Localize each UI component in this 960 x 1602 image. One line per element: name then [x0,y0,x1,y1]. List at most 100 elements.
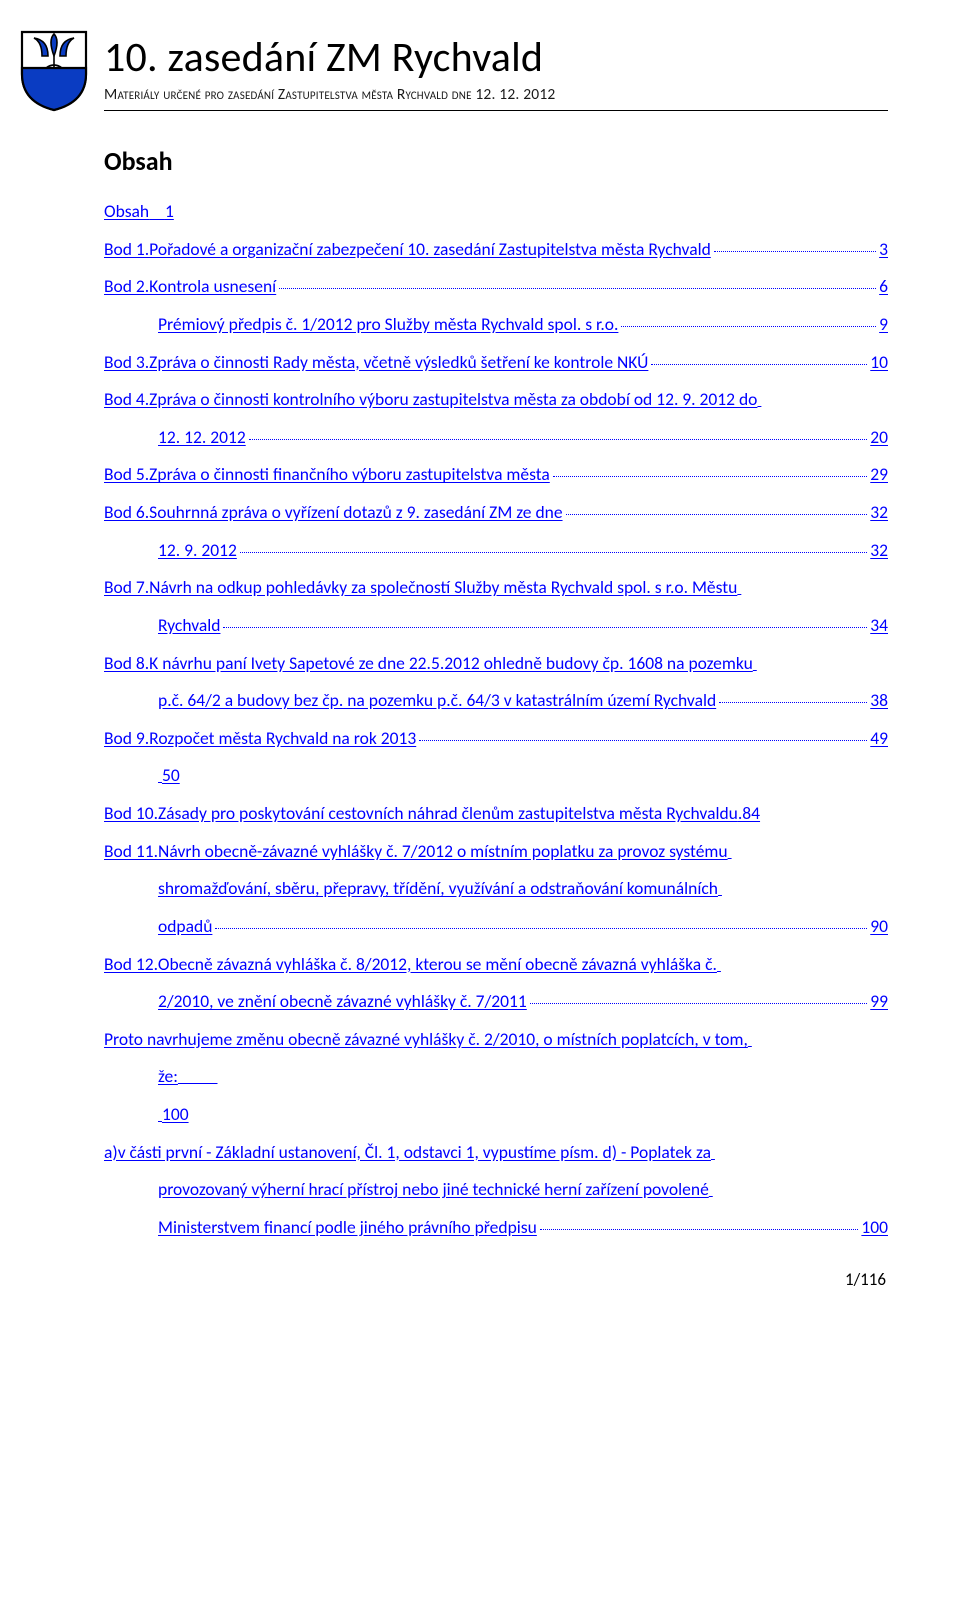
toc-gap [709,1171,713,1209]
toc-entry: Bod 10.Zásady pro poskytování cestovních… [104,795,888,833]
toc-link[interactable]: 2/2010, ve znění obecně závazné vyhlášky… [158,983,527,1021]
toc-page-number[interactable]: 99 [870,983,888,1021]
toc-link[interactable]: Proto navrhujeme změnu obecně závazné vy… [104,1021,748,1059]
dot-leader [714,251,876,252]
toc-entry: Bod 2.Kontrola usnesení 6 [104,268,888,306]
dot-leader [540,1229,859,1230]
toc-entry: a)v části první - Základní ustanovení, Č… [104,1134,888,1172]
toc-gap [748,1021,752,1059]
toc-heading: Obsah [104,145,888,177]
toc-link[interactable]: provozovaný výherní hrací přístroj nebo … [158,1171,709,1209]
toc-entry: 100 [104,1096,888,1134]
toc-entry: Bod 8.K návrhu paní Ivety Sapetové ze dn… [104,645,888,683]
toc-entry: Bod 11.Návrh obecně-závazné vyhlášky č. … [104,833,888,871]
toc-link[interactable]: Bod 6.Souhrnná zpráva o vyřízení dotazů … [104,494,563,532]
dot-leader [530,1003,867,1004]
toc-entry: shromažďování, sběru, přepravy, třídění,… [104,870,888,908]
toc-link[interactable]: a)v části první - Základní ustanovení, Č… [104,1134,711,1172]
toc-link[interactable]: Bod 9.Rozpočet města Rychvald na rok 201… [104,720,416,758]
toc-link[interactable]: odpadů [158,908,212,946]
toc-link[interactable]: Ministerstvem financí podle jiného právn… [158,1209,537,1247]
page-title: 10. zasedání ZM Rychvald [104,32,888,83]
dot-leader [223,627,867,628]
toc-page-number[interactable]: 34 [870,607,888,645]
dot-leader [419,740,867,741]
toc-entry: 50 [104,757,888,795]
toc-link[interactable]: Prémiový předpis č. 1/2012 pro Služby mě… [158,306,618,344]
toc-link[interactable]: Bod 7.Návrh na odkup pohledávky za spole… [104,569,737,607]
toc-gap [737,569,741,607]
dot-leader [621,326,876,327]
toc-entry: 12. 12. 2012 20 [104,419,888,457]
toc-link[interactable]: že: [158,1058,178,1096]
dot-leader [651,364,867,365]
toc-gap [717,946,721,984]
toc-link[interactable]: shromažďování, sběru, přepravy, třídění,… [158,870,718,908]
toc-entry: Bod 7.Návrh na odkup pohledávky za spole… [104,569,888,607]
dot-leader [279,288,876,289]
toc-link[interactable]: 50 [162,757,180,795]
toc-entry: Ministerstvem financí podle jiného právn… [104,1209,888,1247]
dot-leader [215,928,867,929]
toc-gap [711,1134,715,1172]
toc-gap [753,645,757,683]
toc-entry: Bod 3.Zpráva o činnosti Rady města, včet… [104,344,888,382]
toc-link[interactable]: Bod 4.Zpráva o činnosti kontrolního výbo… [104,381,757,419]
toc-link[interactable]: Obsah 1 [104,193,174,231]
toc-page-number[interactable]: 38 [870,682,888,720]
toc-entry: Bod 12.Obecně závazná vyhláška č. 8/2012… [104,946,888,984]
toc-page-number[interactable]: 32 [870,532,888,570]
toc-entry: Proto navrhujeme změnu obecně závazné vy… [104,1021,888,1059]
toc-link[interactable]: Bod 3.Zpráva o činnosti Rady města, včet… [104,344,648,382]
toc-page-number[interactable]: 20 [870,419,888,457]
toc-page-number[interactable]: 3 [879,231,888,269]
toc-entry: Bod 6.Souhrnná zpráva o vyřízení dotazů … [104,494,888,532]
city-crest-icon [18,28,90,114]
dot-leader [566,514,868,515]
toc-entry: 2/2010, ve znění obecně závazné vyhlášky… [104,983,888,1021]
toc-gap [178,1058,218,1096]
toc-entry: provozovaný výherní hrací přístroj nebo … [104,1171,888,1209]
toc-link[interactable]: Bod 8.K návrhu paní Ivety Sapetové ze dn… [104,645,753,683]
toc-entry: Rychvald 34 [104,607,888,645]
toc-entry: Bod 4.Zpráva o činnosti kontrolního výbo… [104,381,888,419]
toc-link[interactable]: Bod 11.Návrh obecně-závazné vyhlášky č. … [104,833,728,871]
document-page: 10. zasedání ZM Rychvald Materiály určen… [0,0,960,1322]
dot-leader [553,476,867,477]
toc-page-number[interactable]: 49 [870,720,888,758]
toc-page-number[interactable]: 29 [870,456,888,494]
toc-entry: Bod 5.Zpráva o činnosti finančního výbor… [104,456,888,494]
toc-link[interactable]: 12. 12. 2012 [158,419,246,457]
toc-page-number[interactable]: 90 [870,908,888,946]
dot-leader [240,552,867,553]
toc-link[interactable]: Bod 5.Zpráva o činnosti finančního výbor… [104,456,550,494]
toc-link[interactable]: 12. 9. 2012 [158,532,237,570]
toc-gap [718,870,722,908]
page-subtitle: Materiály určené pro zasedání Zastupitel… [104,85,888,111]
toc-link[interactable]: Bod 10.Zásady pro poskytování cestovních… [104,795,738,833]
toc-gap [728,833,732,871]
toc-page-number[interactable]: 100 [861,1209,888,1247]
toc-entry: odpadů 90 [104,908,888,946]
toc-entry: že: [104,1058,888,1096]
toc-entry: p.č. 64/2 a budovy bez čp. na pozemku p.… [104,682,888,720]
toc-link[interactable]: 100 [162,1096,189,1134]
toc-link[interactable]: Rychvald [158,607,220,645]
toc-link[interactable]: Bod 12.Obecně závazná vyhláška č. 8/2012… [104,946,717,984]
toc-link[interactable]: Bod 2.Kontrola usnesení [104,268,276,306]
toc-page-number[interactable]: .84 [738,795,760,833]
toc-link[interactable]: p.č. 64/2 a budovy bez čp. na pozemku p.… [158,682,716,720]
table-of-contents: Obsah 1 Bod 1.Pořadové a organizační zab… [104,193,888,1247]
toc-entry-obsah: Obsah 1 [104,193,888,231]
toc-page-number[interactable]: 32 [870,494,888,532]
toc-link[interactable]: Bod 1.Pořadové a organizační zabezpečení… [104,231,711,269]
toc-entry: Bod 9.Rozpočet města Rychvald na rok 201… [104,720,888,758]
toc-entry: 12. 9. 2012 32 [104,532,888,570]
dot-leader [249,439,868,440]
toc-entry: Bod 1.Pořadové a organizační zabezpečení… [104,231,888,269]
toc-page-number[interactable]: 10 [870,344,888,382]
toc-page-number[interactable]: 9 [879,306,888,344]
toc-entry: Prémiový předpis č. 1/2012 pro Služby mě… [104,306,888,344]
toc-page-number[interactable]: 6 [879,268,888,306]
page-footer: 1/116 [104,1269,888,1290]
